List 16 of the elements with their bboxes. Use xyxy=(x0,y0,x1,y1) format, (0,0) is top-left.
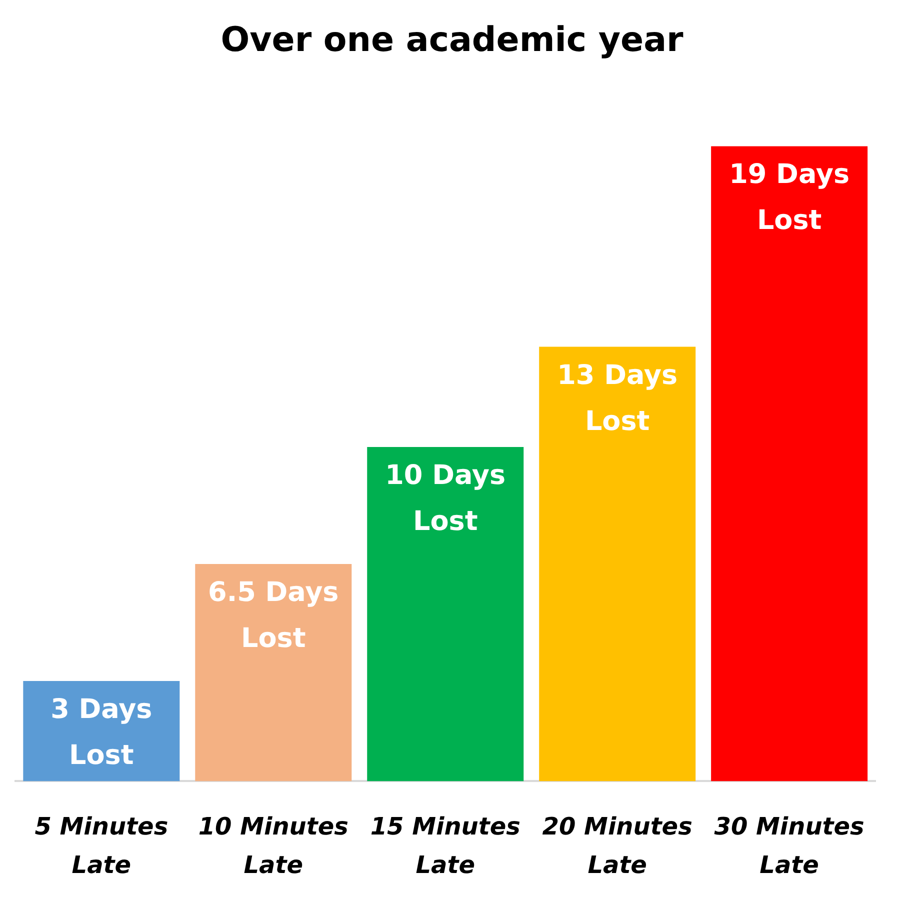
data-label: 19 Days Lost xyxy=(729,159,850,236)
data-label: 3 Days Lost xyxy=(50,694,152,771)
x-tick-label: 5 Minutes Late xyxy=(34,812,168,880)
data-label: 13 Days Lost xyxy=(557,360,678,437)
data-label: 10 Days Lost xyxy=(385,460,506,538)
data-label: 6.5 Days Lost xyxy=(208,576,339,654)
bar xyxy=(539,346,696,782)
bar xyxy=(711,146,868,782)
x-tick-label: 20 Minutes Late xyxy=(542,812,692,880)
chart-title: Over one academic year xyxy=(220,20,684,60)
bar xyxy=(23,680,180,782)
x-tick-label: 30 Minutes Late xyxy=(714,812,864,880)
bar xyxy=(195,564,352,782)
x-tick-label: 10 Minutes Late xyxy=(198,812,348,880)
x-tick-label: 15 Minutes Late xyxy=(370,812,520,880)
bar xyxy=(367,447,524,782)
